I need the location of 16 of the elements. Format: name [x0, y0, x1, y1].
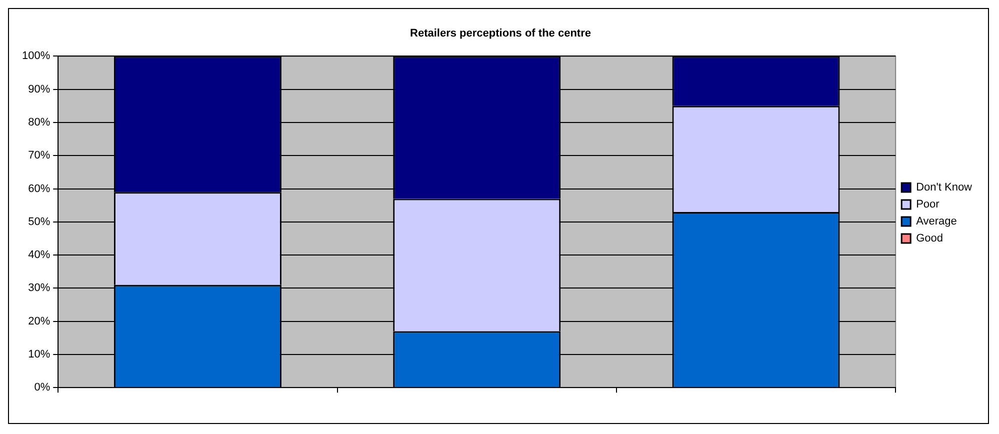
y-tick-label: 50% — [28, 216, 50, 228]
legend-label: Poor — [916, 198, 940, 211]
legend-label: Average — [916, 216, 957, 228]
y-tick-label: 0% — [34, 382, 50, 394]
y-tick-label: 100% — [22, 50, 50, 62]
y-tick-label: 60% — [28, 182, 50, 195]
y-tick-label: 20% — [28, 315, 50, 328]
y-tick-label: 80% — [28, 116, 50, 129]
y-tick-label: 10% — [28, 348, 50, 360]
y-tick-label: 40% — [28, 249, 50, 262]
y-tick-label: 30% — [28, 282, 50, 294]
legend-label: Good — [916, 232, 944, 245]
legend-label: Don't Know — [916, 182, 972, 194]
chart-title: Retailers perceptions of the centre — [410, 28, 591, 40]
y-tick-label: 90% — [28, 83, 50, 96]
y-tick-label: 70% — [28, 150, 50, 162]
